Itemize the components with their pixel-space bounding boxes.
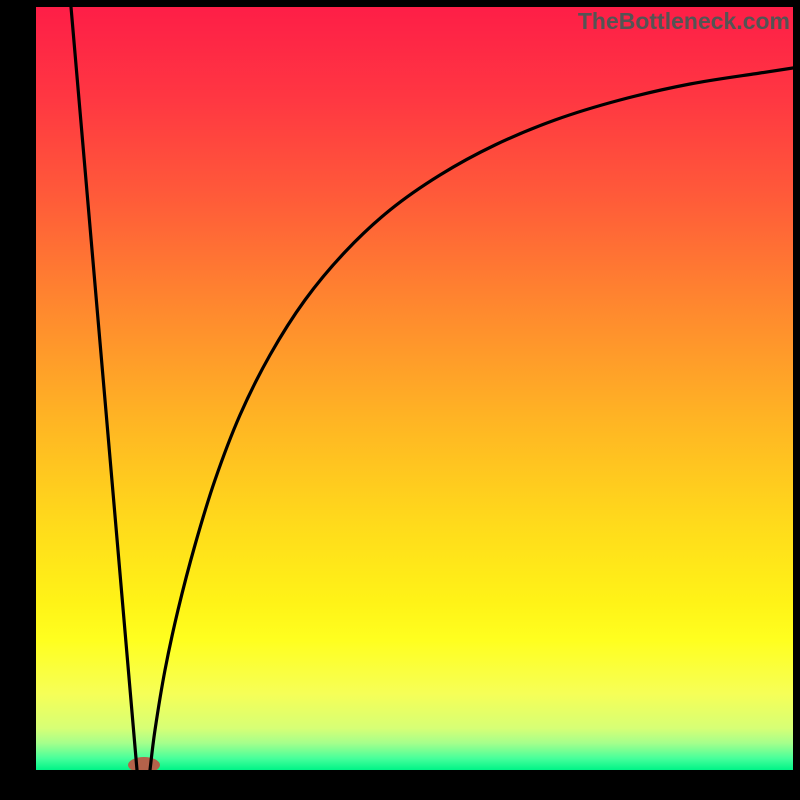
plot-area	[36, 7, 793, 770]
chart-container: TheBottleneck.com	[0, 0, 800, 800]
curve-right-path	[150, 68, 793, 770]
valley-marker	[128, 757, 160, 770]
watermark-text: TheBottleneck.com	[578, 8, 790, 35]
curve-left-line	[71, 7, 137, 770]
curve-layer	[36, 7, 793, 770]
